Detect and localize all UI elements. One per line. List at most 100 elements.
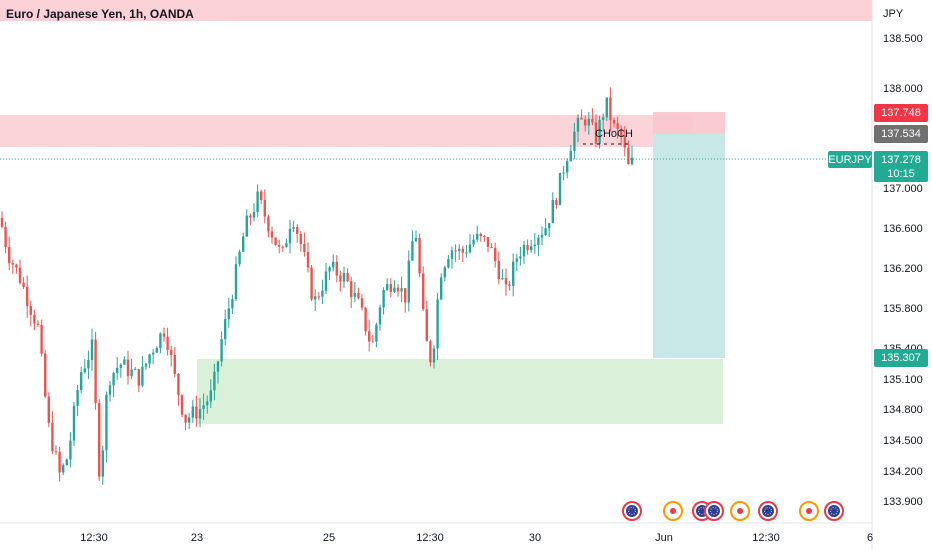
candle (346, 268, 349, 283)
price-tick-label: 135.800 (883, 303, 923, 315)
candle (580, 109, 583, 120)
candle (141, 356, 144, 388)
candle (454, 244, 457, 262)
candle (353, 281, 356, 303)
time-tick-label: Jun (655, 532, 673, 544)
candle (22, 276, 25, 290)
candle (594, 114, 598, 148)
candle (558, 172, 562, 206)
candle (360, 294, 364, 311)
candle (173, 347, 176, 378)
candle (152, 349, 155, 365)
candle (501, 268, 504, 281)
candle (350, 276, 353, 308)
candle (382, 287, 385, 315)
candle (256, 184, 259, 217)
economic-event-icon[interactable] (704, 501, 724, 521)
candle (274, 237, 277, 246)
candle (447, 255, 450, 269)
candle (47, 392, 50, 428)
candle (404, 288, 407, 313)
candle (418, 233, 421, 278)
candle (126, 350, 130, 385)
candle (332, 254, 335, 272)
economic-event-icon[interactable] (758, 501, 778, 521)
candle (314, 289, 317, 312)
candle (490, 243, 493, 249)
position-stop-area (653, 112, 725, 134)
candle (432, 345, 436, 369)
candle (83, 359, 86, 374)
candle (555, 197, 558, 209)
candle (296, 224, 299, 243)
candle (609, 87, 612, 132)
price-tick-label: 136.600 (883, 223, 923, 235)
candle (198, 398, 202, 427)
candle (562, 165, 565, 181)
economic-event-icon[interactable] (663, 501, 683, 521)
candle (328, 265, 331, 281)
candle (519, 246, 522, 266)
candle (8, 236, 11, 271)
candle (508, 280, 511, 291)
candle (281, 245, 284, 253)
candle (98, 399, 101, 481)
candle (371, 334, 374, 343)
candle (263, 189, 266, 224)
time-tick-label: 12:30 (752, 532, 780, 544)
candle (270, 226, 274, 244)
candle (54, 445, 58, 455)
price-tick-label: 138.000 (883, 83, 923, 95)
price-tick-label: 137.000 (883, 183, 923, 195)
candle (159, 332, 162, 354)
candle (461, 245, 464, 263)
candle (551, 192, 554, 224)
candle (62, 463, 65, 476)
candle (195, 395, 198, 427)
candle (324, 263, 328, 295)
economic-event-icon[interactable] (730, 501, 750, 521)
candle (425, 300, 428, 342)
candle (512, 253, 515, 297)
countdown-timer: 10:15 (887, 167, 915, 180)
candle (357, 287, 360, 300)
candle (90, 328, 94, 371)
candle (234, 256, 238, 301)
candle (94, 331, 97, 410)
candle (429, 339, 432, 367)
candle (105, 391, 108, 463)
price-tick-label: 134.200 (883, 466, 923, 478)
candle (202, 393, 205, 421)
candle (170, 345, 173, 367)
candle (486, 236, 490, 253)
candle (339, 270, 342, 292)
current-price-value: 137.278 (881, 153, 921, 166)
economic-event-icon[interactable] (799, 501, 819, 521)
economic-event-icon[interactable] (622, 501, 642, 521)
candle (375, 322, 378, 348)
candle (400, 276, 403, 302)
candle (566, 158, 569, 179)
candle (306, 242, 310, 273)
candle (440, 273, 443, 301)
candle (87, 350, 90, 380)
candle (504, 268, 508, 296)
candle (33, 309, 36, 331)
candle (36, 320, 40, 327)
candle (155, 346, 158, 353)
candle (213, 363, 216, 401)
current-price-tag: 137.278 10:15 (874, 151, 928, 182)
candle (598, 115, 601, 149)
candle (407, 250, 410, 312)
candle (303, 232, 306, 257)
price-tick-label: 135.100 (883, 374, 923, 386)
candle (191, 400, 194, 423)
candle (242, 232, 245, 253)
candle (299, 231, 302, 252)
candle (65, 458, 68, 466)
candle (616, 116, 619, 139)
candle (278, 239, 281, 254)
economic-event-icon[interactable] (824, 501, 844, 521)
candle (479, 232, 482, 242)
